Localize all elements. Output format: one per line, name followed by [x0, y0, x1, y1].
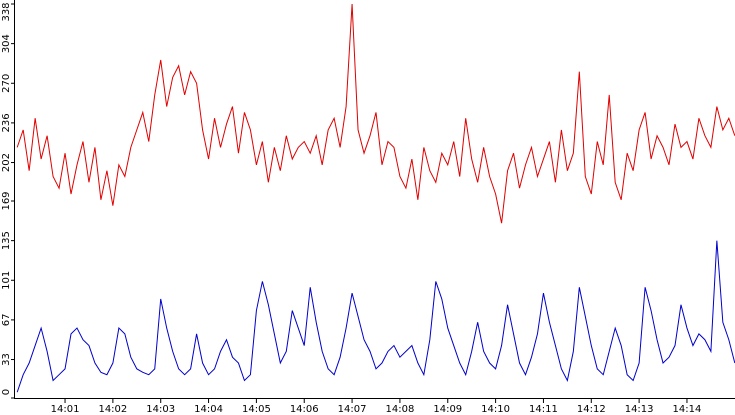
x-tick-label: 14:07	[338, 404, 367, 415]
y-tick-label: 169	[1, 191, 12, 210]
y-tick-label: 33	[1, 353, 12, 366]
y-tick-label: 202	[1, 153, 12, 172]
x-tick-label: 14:08	[386, 404, 415, 415]
x-tick-label: 14:02	[98, 404, 127, 415]
y-tick-label: 338	[1, 2, 12, 21]
y-tick-label: 304	[1, 34, 12, 53]
x-tick-label: 14:05	[242, 404, 271, 415]
x-tick-label: 14:04	[194, 404, 223, 415]
y-tick-label: 0	[1, 389, 12, 395]
x-tick-label: 14:01	[51, 404, 80, 415]
x-tick-label: 14:03	[146, 404, 175, 415]
series-line	[16, 240, 735, 393]
x-tick-label: 14:14	[673, 404, 702, 415]
x-tick-label: 14:11	[529, 404, 558, 415]
x-tick-label: 14:13	[625, 404, 654, 415]
x-tick-label: 14:06	[290, 404, 319, 415]
y-tick-label: 101	[1, 271, 12, 290]
x-tick-label: 14:12	[577, 404, 606, 415]
y-tick-label: 270	[1, 74, 12, 93]
x-tick-label: 14:10	[481, 404, 510, 415]
x-tick-label: 14:09	[433, 404, 462, 415]
series-line	[16, 3, 735, 224]
y-tick-label: 67	[1, 314, 12, 327]
y-tick-label: 135	[1, 231, 12, 250]
y-tick-label: 236	[1, 113, 12, 132]
